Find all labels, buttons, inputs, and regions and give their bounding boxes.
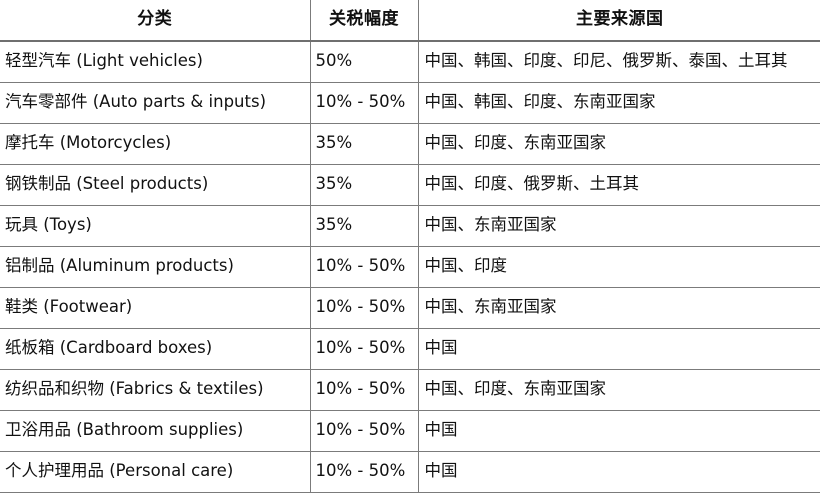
- table-row: 铝制品 (Aluminum products) 10% - 50% 中国、印度: [0, 246, 820, 288]
- cell-sources: 中国: [418, 328, 820, 370]
- table-row: 鞋类 (Footwear) 10% - 50% 中国、东南亚国家: [0, 287, 820, 329]
- table-row: 摩托车 (Motorcycles) 35% 中国、印度、东南亚国家: [0, 123, 820, 165]
- cell-rate: 10% - 50%: [310, 410, 419, 452]
- column-header-sources: 主要来源国: [418, 0, 820, 42]
- cell-rate: 10% - 50%: [310, 287, 419, 329]
- table-header-row: 分类 关税幅度 主要来源国: [0, 0, 820, 42]
- cell-sources: 中国: [418, 410, 820, 452]
- cell-category: 鞋类 (Footwear): [0, 287, 311, 329]
- table-row: 纸板箱 (Cardboard boxes) 10% - 50% 中国: [0, 328, 820, 370]
- table-header: 分类 关税幅度 主要来源国: [0, 0, 820, 42]
- cell-category: 纺织品和织物 (Fabrics & textiles): [0, 369, 311, 411]
- cell-rate: 35%: [310, 205, 419, 247]
- cell-rate: 10% - 50%: [310, 328, 419, 370]
- table-row: 纺织品和织物 (Fabrics & textiles) 10% - 50% 中国、印…: [0, 369, 820, 411]
- cell-category: 纸板箱 (Cardboard boxes): [0, 328, 311, 370]
- cell-category: 铝制品 (Aluminum products): [0, 246, 311, 288]
- cell-category: 玩具 (Toys): [0, 205, 311, 247]
- cell-rate: 35%: [310, 164, 419, 206]
- table-body: 轻型汽车 (Light vehicles) 50% 中国、韩国、印度、印尼、俄罗斯、…: [0, 41, 820, 493]
- cell-category: 卫浴用品 (Bathroom supplies): [0, 410, 311, 452]
- cell-rate: 50%: [310, 41, 419, 83]
- cell-rate: 10% - 50%: [310, 82, 419, 124]
- cell-sources: 中国、印度、东南亚国家: [418, 369, 820, 411]
- column-header-rate: 关税幅度: [310, 0, 419, 42]
- cell-category: 摩托车 (Motorcycles): [0, 123, 311, 165]
- table-row: 卫浴用品 (Bathroom supplies) 10% - 50% 中国: [0, 410, 820, 452]
- cell-sources: 中国: [418, 451, 820, 493]
- table-row: 钢铁制品 (Steel products) 35% 中国、印度、俄罗斯、土耳其: [0, 164, 820, 206]
- table-row: 汽车零部件 (Auto parts & inputs) 10% - 50% 中国、韩…: [0, 82, 820, 124]
- cell-category: 钢铁制品 (Steel products): [0, 164, 311, 206]
- column-header-category: 分类: [0, 0, 311, 42]
- cell-sources: 中国、东南亚国家: [418, 287, 820, 329]
- cell-category: 轻型汽车 (Light vehicles): [0, 41, 311, 83]
- cell-category: 个人护理用品 (Personal care): [0, 451, 311, 493]
- table-row: 玩具 (Toys) 35% 中国、东南亚国家: [0, 205, 820, 247]
- cell-sources: 中国、韩国、印度、印尼、俄罗斯、泰国、土耳其: [418, 41, 820, 83]
- table-row: 轻型汽车 (Light vehicles) 50% 中国、韩国、印度、印尼、俄罗斯、…: [0, 41, 820, 83]
- cell-rate: 35%: [310, 123, 419, 165]
- cell-rate: 10% - 50%: [310, 246, 419, 288]
- table-row: 个人护理用品 (Personal care) 10% - 50% 中国: [0, 451, 820, 493]
- cell-sources: 中国、印度、俄罗斯、土耳其: [418, 164, 820, 206]
- cell-category: 汽车零部件 (Auto parts & inputs): [0, 82, 311, 124]
- cell-sources: 中国、印度、东南亚国家: [418, 123, 820, 165]
- cell-rate: 10% - 50%: [310, 369, 419, 411]
- cell-sources: 中国、韩国、印度、东南亚国家: [418, 82, 820, 124]
- cell-rate: 10% - 50%: [310, 451, 419, 493]
- cell-sources: 中国、印度: [418, 246, 820, 288]
- cell-sources: 中国、东南亚国家: [418, 205, 820, 247]
